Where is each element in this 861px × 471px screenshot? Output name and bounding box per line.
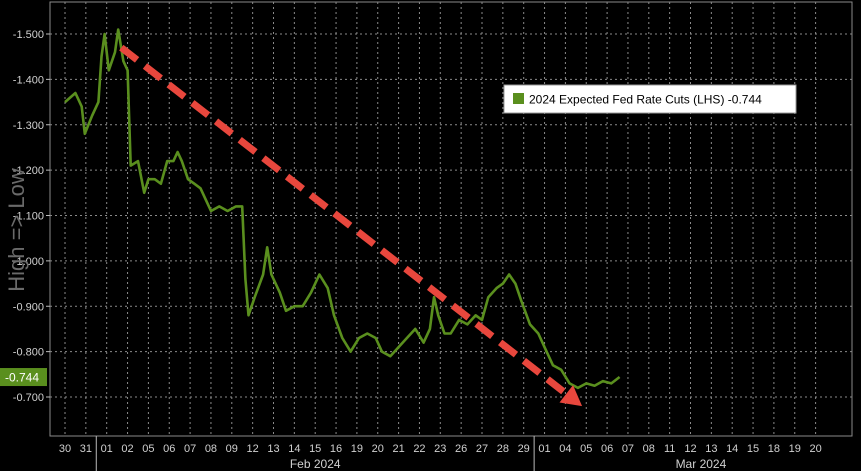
x-tick-label: 11 <box>664 443 675 455</box>
y-tick-label: -1.400 <box>13 74 44 86</box>
y-tick-label: -1.300 <box>13 120 44 132</box>
x-tick-label: 16 <box>330 443 342 455</box>
y-tick-label: -0.700 <box>13 392 44 404</box>
x-tick-label: 01 <box>101 443 113 455</box>
x-tick-label: 19 <box>789 443 801 455</box>
series-layer <box>64 28 621 390</box>
month-label: Feb 2024 <box>290 457 341 471</box>
x-tick-label: 26 <box>455 443 467 455</box>
legend-swatch <box>513 93 524 104</box>
x-tick-label: 15 <box>747 443 759 455</box>
y-tick-label: -0.900 <box>13 301 44 313</box>
x-tick-label: 20 <box>372 443 384 455</box>
x-tick-label: 29 <box>518 443 530 455</box>
current-value-box <box>0 368 47 387</box>
y-axis: -1.500 -1.400 -1.300 -1.200 -1.100 -1.000 -0.9… <box>13 29 50 404</box>
x-tick-label: 19 <box>351 443 363 455</box>
legend-box <box>503 84 797 114</box>
x-tick-label: 22 <box>413 443 425 455</box>
trend-arrow <box>119 44 583 407</box>
x-tick-label: 06 <box>601 443 613 455</box>
y-tick-label: -1.100 <box>13 211 44 223</box>
x-tick-label: 06 <box>163 443 175 455</box>
x-tick-label: 21 <box>392 443 404 455</box>
x-tick-label: 31 <box>80 443 92 455</box>
legend-label: 2024 Expected Fed Rate Cuts (LHS) -0.744 <box>529 93 762 107</box>
x-tick-label: 04 <box>559 443 571 455</box>
x-axis: 30 31 01 02 05 06 07 08 09 12 13 14 15 16 19 20 21 22 23 26… <box>59 436 822 471</box>
x-tick-label: 27 <box>476 443 488 455</box>
x-tick-label: 07 <box>622 443 634 455</box>
legend: 2024 Expected Fed Rate Cuts (LHS) -0.744 <box>503 84 797 114</box>
x-tick-label: 08 <box>205 443 217 455</box>
x-tick-label: 14 <box>288 443 300 455</box>
chart-grid <box>49 1 853 437</box>
x-tick-label: 09 <box>226 443 238 455</box>
x-tick-label: 18 <box>768 443 780 455</box>
x-tick-label: 13 <box>705 443 717 455</box>
trend-arrow-shaft <box>119 44 569 397</box>
x-tick-label: 30 <box>59 443 71 455</box>
x-tick-label: 20 <box>809 443 821 455</box>
x-tick-label: 01 <box>538 443 550 455</box>
month-label: Mar 2024 <box>676 457 727 471</box>
x-tick-label: 15 <box>309 443 321 455</box>
x-tick-label: 12 <box>684 443 696 455</box>
x-tick-label: 08 <box>643 443 655 455</box>
current-value-badge: -0.744 <box>0 368 47 387</box>
x-tick-label: 12 <box>247 443 259 455</box>
plot-frame <box>49 1 853 437</box>
y-tick-label: -0.800 <box>13 347 44 359</box>
x-tick-label: 05 <box>580 443 592 455</box>
x-tick-label: 14 <box>726 443 738 455</box>
y-tick-label: -1.200 <box>13 165 44 177</box>
y-tick-label: -1.500 <box>13 29 44 41</box>
x-tick-label: 05 <box>142 443 154 455</box>
series-line <box>64 28 621 390</box>
x-tick-label: 13 <box>267 443 279 455</box>
x-tick-label: 23 <box>434 443 446 455</box>
y-axis-label: High => Low <box>4 168 29 292</box>
x-tick-label: 07 <box>184 443 196 455</box>
x-tick-label: 28 <box>497 443 509 455</box>
x-tick-label: 02 <box>121 443 133 455</box>
current-value-label: -0.744 <box>5 371 39 385</box>
trend-arrow-head <box>559 385 583 407</box>
y-tick-label: -1.000 <box>13 256 44 268</box>
